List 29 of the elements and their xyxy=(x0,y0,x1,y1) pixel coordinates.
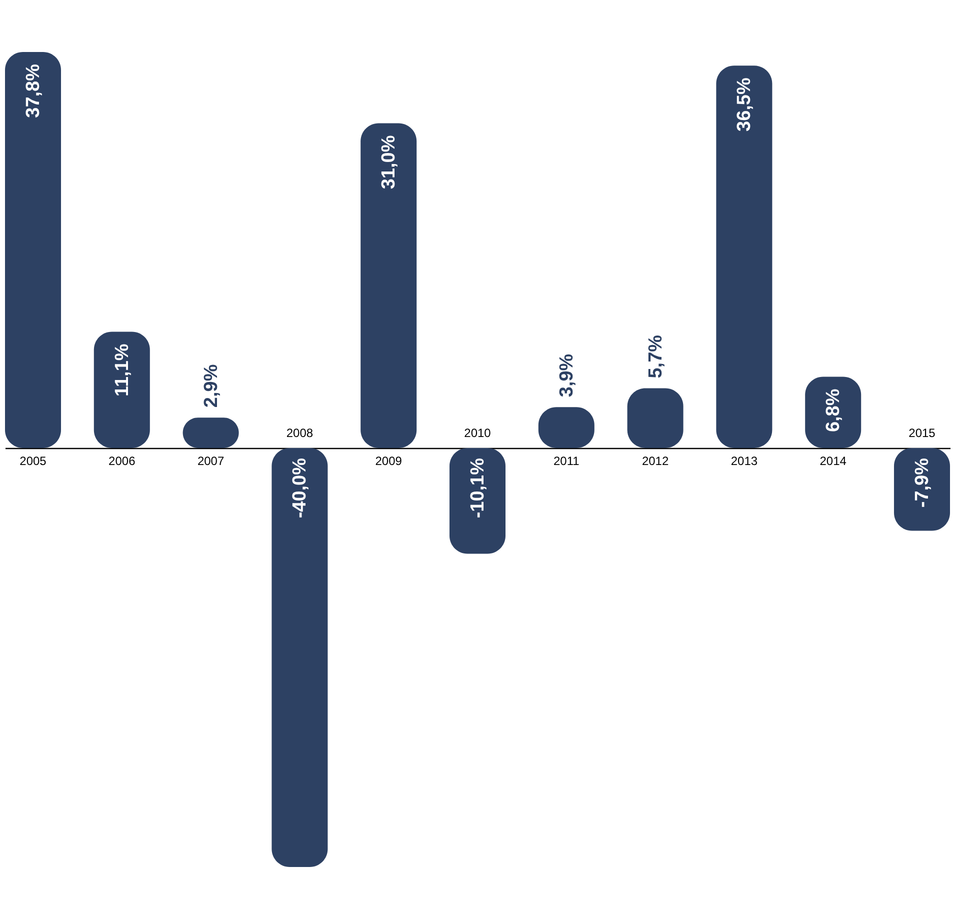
x-tick-label: 2013 xyxy=(730,454,758,468)
bar xyxy=(894,448,950,531)
bar xyxy=(272,448,328,867)
data-label: -7,9% xyxy=(912,458,933,508)
data-label: -40,0% xyxy=(290,458,311,518)
data-label: 37,8% xyxy=(23,64,44,118)
bar xyxy=(449,448,506,554)
data-label: -10,1% xyxy=(468,458,488,518)
x-tick-label: 2006 xyxy=(108,454,136,468)
x-tick-label: 2015 xyxy=(908,426,936,440)
data-label: 6,8% xyxy=(823,388,844,432)
x-tick-label: 2010 xyxy=(464,426,492,440)
x-tick-label: 2012 xyxy=(642,454,669,468)
x-tick-label: 2009 xyxy=(375,454,402,468)
x-tick-label: 2007 xyxy=(197,454,224,468)
bar xyxy=(360,123,417,448)
data-label: 3,9% xyxy=(556,354,578,398)
x-tick-label: 2008 xyxy=(286,426,314,440)
data-label: 5,7% xyxy=(645,334,666,378)
data-label: 2,9% xyxy=(200,364,222,408)
data-label: 36,5% xyxy=(734,78,756,132)
bar xyxy=(5,52,62,448)
x-tick-label: 2011 xyxy=(553,454,580,468)
bar xyxy=(716,66,772,448)
x-tick-label: 2014 xyxy=(820,454,847,468)
x-tick-label: 2005 xyxy=(20,454,47,468)
data-label: 31,0% xyxy=(378,135,400,190)
data-label: 11,1% xyxy=(112,344,133,397)
bar xyxy=(94,332,150,448)
